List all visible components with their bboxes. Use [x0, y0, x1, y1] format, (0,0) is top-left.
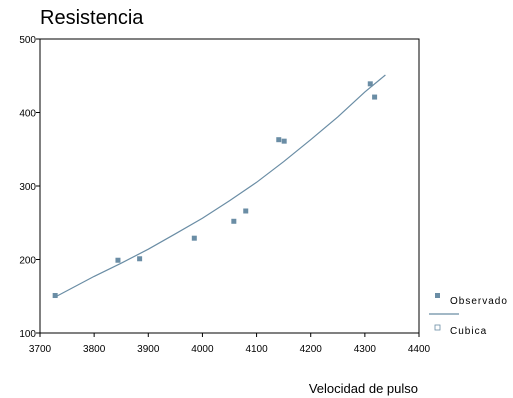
axis-ticks: 3700 3800 3900 4000 4100 4200 4300 4400 100 200 30…	[19, 35, 430, 355]
x-tick-label: 4200	[300, 344, 323, 355]
observado-point	[191, 235, 197, 241]
x-tick-label: 3700	[29, 344, 52, 355]
legend-cubica-marker	[434, 324, 441, 331]
legend-cubica-label: Cubica	[450, 326, 487, 337]
legend-observado-marker	[435, 293, 440, 298]
observado-point	[276, 137, 282, 143]
y-tick-label: 200	[19, 256, 36, 267]
x-tick-label: 3800	[83, 344, 106, 355]
observado-point	[137, 256, 143, 262]
chart-title: Resistencia	[40, 7, 144, 29]
y-tick-label: 300	[19, 182, 36, 193]
y-tick-label: 400	[19, 109, 36, 120]
x-tick-label: 4300	[354, 344, 377, 355]
cubica-fit-line	[54, 74, 386, 298]
observado-point	[281, 138, 287, 144]
plot-frame	[39, 38, 420, 334]
x-tick-label: 4000	[191, 344, 214, 355]
legend: Observado Cubica	[429, 293, 508, 337]
x-tick-label: 3900	[137, 344, 160, 355]
observado-point	[372, 94, 378, 100]
observado-point	[243, 208, 249, 214]
observado-point	[115, 257, 121, 263]
y-tick-label: 100	[19, 329, 36, 340]
legend-observado-label: Observado	[450, 296, 508, 307]
observado-point	[231, 218, 237, 224]
chart-marks	[52, 74, 386, 299]
y-tick-label: 500	[19, 35, 36, 46]
x-tick-label: 4100	[245, 344, 268, 355]
observado-point	[367, 81, 373, 87]
x-axis-label: Velocidad de pulso	[309, 381, 418, 396]
observado-point	[52, 293, 58, 299]
x-tick-label: 4400	[408, 344, 431, 355]
